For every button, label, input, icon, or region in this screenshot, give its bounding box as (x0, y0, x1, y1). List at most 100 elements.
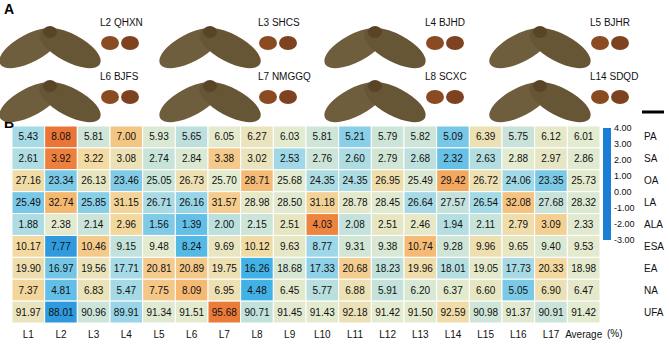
svg-text:-2.00: -2.00 (614, 219, 635, 229)
svg-text:91.97: 91.97 (16, 307, 41, 318)
svg-text:L7 NMGGQ: L7 NMGGQ (258, 71, 311, 82)
svg-text:7.37: 7.37 (19, 285, 39, 296)
svg-text:5.93: 5.93 (149, 131, 169, 142)
svg-text:5.47: 5.47 (117, 285, 137, 296)
svg-text:9.15: 9.15 (117, 241, 137, 252)
svg-text:L6: L6 (186, 329, 198, 340)
svg-text:5.82: 5.82 (411, 131, 431, 142)
svg-text:9.48: 9.48 (149, 241, 169, 252)
svg-text:L3 SHCS: L3 SHCS (258, 17, 300, 28)
svg-text:Average: Average (565, 329, 603, 340)
svg-text:3.09: 3.09 (541, 219, 561, 230)
svg-text:2.60: 2.60 (345, 153, 365, 164)
svg-text:9.96: 9.96 (476, 241, 496, 252)
svg-text:3.02: 3.02 (247, 153, 267, 164)
svg-text:19.96: 19.96 (408, 263, 433, 274)
svg-text:SA: SA (644, 153, 658, 164)
svg-text:6.27: 6.27 (247, 131, 267, 142)
svg-text:19.90: 19.90 (16, 263, 41, 274)
svg-text:3.08: 3.08 (117, 153, 137, 164)
svg-text:5.05: 5.05 (509, 285, 529, 296)
svg-text:91.37: 91.37 (506, 307, 531, 318)
svg-text:25.70: 25.70 (212, 175, 237, 186)
svg-text:ESA: ESA (644, 241, 664, 252)
svg-text:10.12: 10.12 (244, 241, 269, 252)
svg-text:27.57: 27.57 (440, 197, 465, 208)
svg-text:L6 BJFS: L6 BJFS (100, 71, 139, 82)
svg-text:OA: OA (644, 175, 659, 186)
svg-text:-3.00: -3.00 (614, 235, 635, 245)
svg-text:18.01: 18.01 (440, 263, 465, 274)
svg-text:1.56: 1.56 (149, 219, 169, 230)
svg-text:6.05: 6.05 (215, 131, 235, 142)
svg-text:32.74: 32.74 (48, 197, 73, 208)
svg-text:91.51: 91.51 (179, 307, 204, 318)
svg-text:20.33: 20.33 (538, 263, 563, 274)
svg-text:9.31: 9.31 (345, 241, 365, 252)
svg-text:5.81: 5.81 (84, 131, 104, 142)
svg-text:26.95: 26.95 (375, 175, 400, 186)
svg-text:25.68: 25.68 (277, 175, 302, 186)
svg-text:2.00: 2.00 (215, 219, 235, 230)
svg-text:2.32: 2.32 (443, 153, 463, 164)
svg-text:90.91: 90.91 (538, 307, 563, 318)
svg-text:25.49: 25.49 (16, 197, 41, 208)
svg-text:L9: L9 (284, 329, 296, 340)
svg-text:88.01: 88.01 (48, 307, 73, 318)
svg-text:2.79: 2.79 (509, 219, 529, 230)
svg-text:26.64: 26.64 (408, 197, 433, 208)
svg-text:1.88: 1.88 (19, 219, 39, 230)
svg-text:5.09: 5.09 (443, 131, 463, 142)
svg-text:28.78: 28.78 (342, 197, 367, 208)
svg-text:17.73: 17.73 (506, 263, 531, 274)
svg-text:6.95: 6.95 (215, 285, 235, 296)
svg-text:6.83: 6.83 (84, 285, 104, 296)
svg-text:9.40: 9.40 (541, 241, 561, 252)
svg-text:31.15: 31.15 (114, 197, 139, 208)
svg-text:5.75: 5.75 (509, 131, 529, 142)
svg-text:91.42: 91.42 (571, 307, 596, 318)
svg-text:A: A (4, 1, 14, 17)
svg-text:16.97: 16.97 (48, 263, 73, 274)
svg-text:6.20: 6.20 (411, 285, 431, 296)
svg-text:91.50: 91.50 (408, 307, 433, 318)
svg-text:26.72: 26.72 (473, 175, 498, 186)
svg-text:27.68: 27.68 (538, 197, 563, 208)
svg-text:2.76: 2.76 (313, 153, 333, 164)
svg-text:24.35: 24.35 (310, 175, 335, 186)
svg-text:28.98: 28.98 (244, 197, 269, 208)
svg-text:5.43: 5.43 (19, 131, 39, 142)
svg-text:6.47: 6.47 (574, 285, 594, 296)
svg-text:90.98: 90.98 (473, 307, 498, 318)
svg-text:18.68: 18.68 (277, 263, 302, 274)
svg-text:28.45: 28.45 (375, 197, 400, 208)
svg-text:2.61: 2.61 (19, 153, 39, 164)
svg-text:9.63: 9.63 (280, 241, 300, 252)
svg-text:6.37: 6.37 (443, 285, 463, 296)
svg-text:L17: L17 (543, 329, 560, 340)
svg-text:89.91: 89.91 (114, 307, 139, 318)
svg-text:25.85: 25.85 (81, 197, 106, 208)
svg-text:2.15: 2.15 (247, 219, 267, 230)
svg-text:20.68: 20.68 (342, 263, 367, 274)
svg-text:20.89: 20.89 (179, 263, 204, 274)
svg-text:1.39: 1.39 (182, 219, 202, 230)
svg-text:27.16: 27.16 (16, 175, 41, 186)
svg-text:2.79: 2.79 (378, 153, 398, 164)
svg-text:(%): (%) (607, 328, 623, 339)
svg-text:2.51: 2.51 (378, 219, 398, 230)
svg-text:6.88: 6.88 (345, 285, 365, 296)
svg-text:2.97: 2.97 (541, 153, 561, 164)
svg-text:B: B (4, 115, 14, 131)
svg-text:9.53: 9.53 (574, 241, 594, 252)
svg-text:5.21: 5.21 (345, 131, 365, 142)
svg-text:26.13: 26.13 (81, 175, 106, 186)
svg-text:7.00: 7.00 (117, 131, 137, 142)
svg-text:6.60: 6.60 (476, 285, 496, 296)
svg-text:90.71: 90.71 (244, 307, 269, 318)
svg-text:L13: L13 (412, 329, 429, 340)
svg-text:18.23: 18.23 (375, 263, 400, 274)
svg-text:91.34: 91.34 (146, 307, 171, 318)
svg-text:6.12: 6.12 (541, 131, 561, 142)
svg-text:2.14: 2.14 (84, 219, 104, 230)
